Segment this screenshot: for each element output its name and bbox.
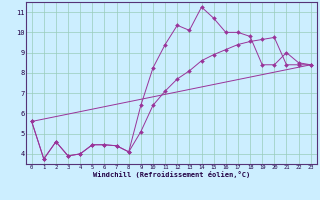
- X-axis label: Windchill (Refroidissement éolien,°C): Windchill (Refroidissement éolien,°C): [92, 171, 250, 178]
